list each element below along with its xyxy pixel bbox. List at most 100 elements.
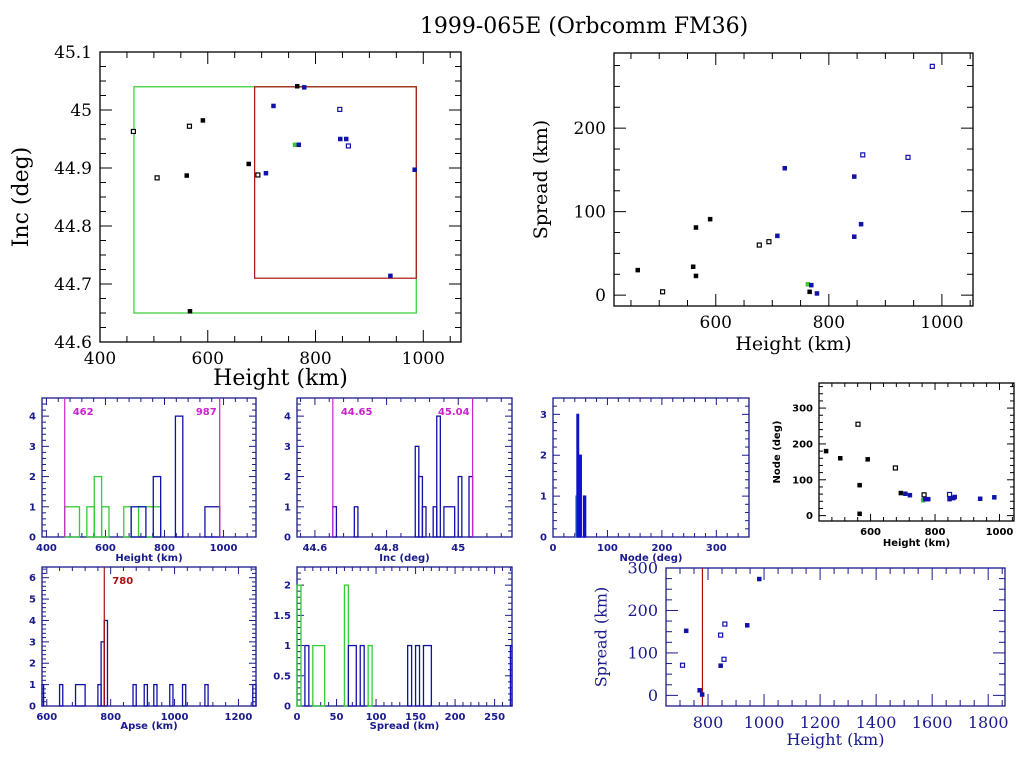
- y-tick-label: 0: [595, 286, 606, 306]
- marker-label: 987: [196, 407, 217, 418]
- chart-title: 1999-065E (Orbcomm FM36): [419, 14, 749, 39]
- x-tick-label: 800: [299, 349, 331, 369]
- plot-frame: [99, 51, 462, 343]
- data-point: [823, 448, 829, 454]
- x-tick-label: 600: [95, 543, 116, 554]
- data-point: [757, 576, 762, 582]
- data-point: [926, 496, 931, 502]
- inc-vs-height: 400 600 800 1000 44.6 44.7 44.8 44.9 45 45.1 Heigh…: [9, 43, 462, 391]
- data-point: [947, 496, 952, 502]
- x-tick-label: 800: [154, 543, 175, 554]
- x-axis-label: Height (km): [883, 538, 950, 549]
- x-tick-label: 600: [192, 349, 224, 369]
- histogram-bar-blue: [414, 644, 421, 707]
- data-point: [775, 233, 780, 239]
- y-tick-label: 2: [29, 472, 36, 483]
- x-axis-label: Inc (deg): [379, 553, 430, 564]
- data-point: [807, 289, 812, 295]
- y-tick-label: 0: [29, 702, 36, 713]
- x-tick-label: 200: [445, 712, 466, 723]
- x-axis-label: Spread (km): [370, 721, 440, 732]
- x-tick-label: 200: [651, 543, 672, 554]
- histogram-bar-blue: [204, 506, 221, 538]
- data-point: [782, 165, 787, 171]
- x-tick-label: 1000: [744, 713, 785, 732]
- data-point: [154, 175, 160, 181]
- x-tick-label: 800: [693, 713, 724, 732]
- data-point: [855, 421, 861, 427]
- x-tick-label: 45: [451, 543, 465, 554]
- data-point: [766, 239, 772, 245]
- y-tick-label: 0: [29, 533, 36, 544]
- x-tick-label: 1000: [920, 313, 963, 333]
- histogram-bar-blue: [304, 644, 310, 707]
- y-tick-label: 44.9: [54, 159, 92, 179]
- data-point: [301, 85, 307, 90]
- data-point: [679, 662, 686, 668]
- histogram-bar-blue: [252, 683, 257, 707]
- y-axis-label: Spread (km): [592, 587, 611, 688]
- y-tick-label: 0: [284, 702, 291, 713]
- data-point: [345, 143, 351, 149]
- data-point: [718, 663, 723, 668]
- histogram-bar-blue: [457, 475, 463, 538]
- y-tick-label: 1.5: [273, 611, 291, 622]
- plot-frame: [552, 397, 750, 538]
- data-point: [756, 242, 762, 248]
- x-tick-label: 1000: [210, 543, 238, 554]
- data-point: [184, 173, 189, 178]
- x-tick-label: 600: [700, 313, 732, 333]
- data-point: [852, 234, 857, 239]
- histogram-bar-blue: [143, 683, 149, 707]
- y-tick-label: 1: [284, 641, 291, 652]
- y-tick-label: 200: [627, 601, 658, 620]
- plot-frame: [41, 397, 257, 538]
- histogram-bar-blue: [579, 454, 582, 538]
- x-axis-label: Height (km): [115, 553, 182, 564]
- x-tick-label: 600: [860, 527, 881, 538]
- histogram-bar-blue: [509, 644, 513, 707]
- plot-frame: [41, 566, 257, 707]
- histogram-bar-blue: [353, 506, 359, 538]
- red-range-box: [254, 86, 417, 279]
- x-tick-label: 50: [330, 712, 344, 723]
- x-tick-label: 1000: [402, 349, 445, 369]
- data-point: [693, 273, 699, 279]
- data-point: [338, 136, 343, 142]
- y-tick-label: 45: [70, 101, 92, 121]
- y-tick-label: 1: [284, 502, 291, 513]
- y-tick-label: 2: [29, 659, 36, 670]
- histogram-bar-green: [100, 506, 110, 538]
- x-tick-label: 800: [925, 527, 946, 538]
- x-tick-label: 250: [484, 712, 505, 723]
- histogram-bar-green: [86, 506, 95, 538]
- y-tick-label: 2: [284, 581, 291, 592]
- data-point: [857, 511, 862, 517]
- y-tick-label: 2: [540, 451, 547, 462]
- y-axis-label: Node (deg): [772, 421, 783, 484]
- y-tick-label: 4: [29, 616, 36, 627]
- data-point: [838, 456, 843, 461]
- x-tick-label: 600: [36, 712, 57, 723]
- node-histogram: 0 100 200 300 0 1 2 3 Node (deg): [540, 397, 750, 564]
- histogram-bar-blue: [576, 413, 580, 538]
- data-point: [946, 491, 953, 498]
- y-tick-label: 4: [284, 412, 291, 423]
- height-histogram: 400 600 800 1000 0 1 2 3 4 Height (km) 462 987: [29, 397, 257, 564]
- y-tick-label: 0: [648, 686, 658, 705]
- x-axis-label: Node (deg): [620, 553, 683, 564]
- green-range-box: [133, 86, 417, 314]
- data-point: [707, 216, 713, 222]
- y-tick-label: 1: [29, 680, 36, 691]
- y-axis-label: Inc (deg): [9, 147, 34, 248]
- data-point: [697, 688, 702, 693]
- data-point: [722, 621, 728, 627]
- data-point: [892, 465, 898, 471]
- data-point: [814, 291, 820, 296]
- data-point: [699, 692, 705, 697]
- spread-vs-height: 600 800 1000 0 100 200 Height (km) Spread (km): [530, 52, 974, 355]
- x-tick-label: 300: [706, 543, 727, 554]
- plot-frame: [818, 382, 1015, 522]
- data-point: [635, 267, 640, 273]
- data-point: [718, 632, 724, 638]
